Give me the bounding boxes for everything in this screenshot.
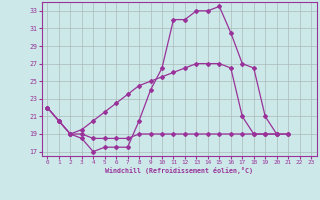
X-axis label: Windchill (Refroidissement éolien,°C): Windchill (Refroidissement éolien,°C) [105,167,253,174]
